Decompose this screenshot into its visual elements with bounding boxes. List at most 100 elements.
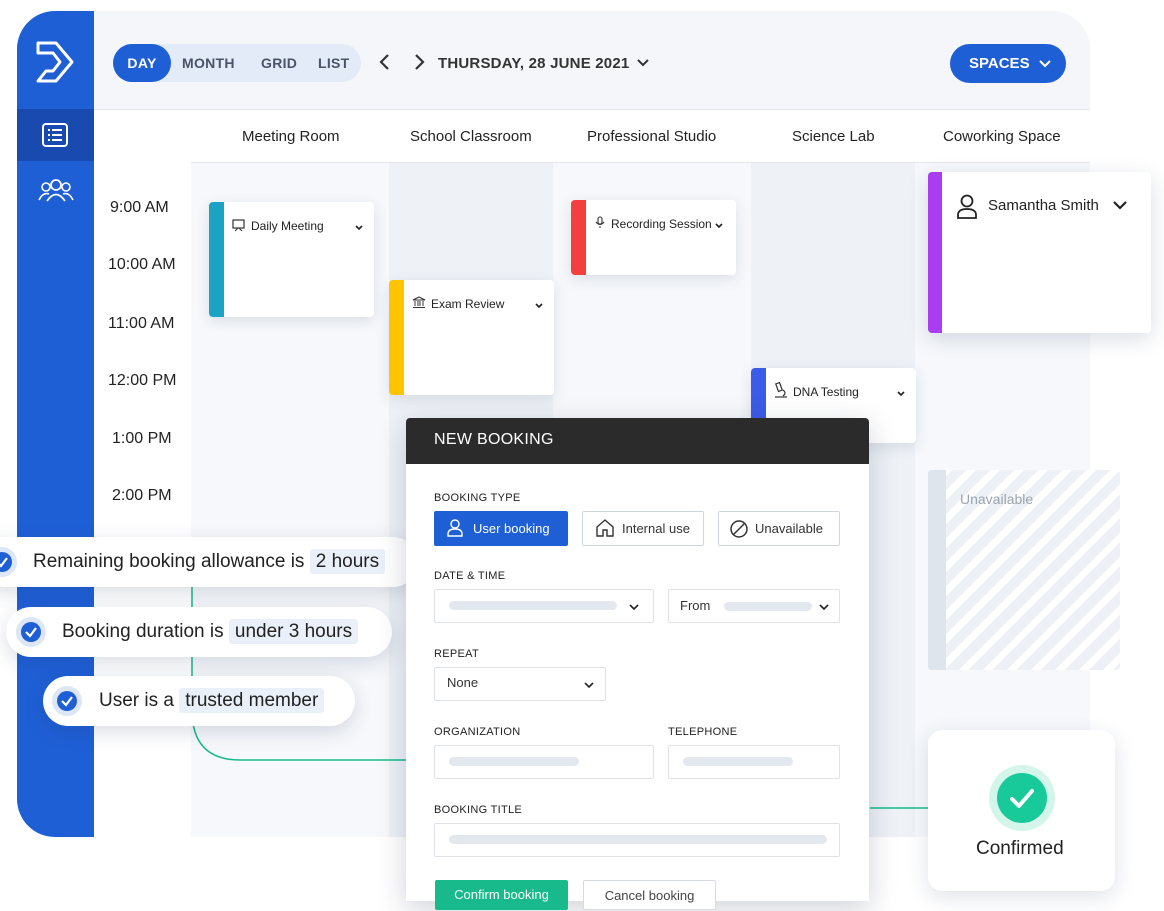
time-label: 12:00 PM: [108, 372, 177, 389]
placeholder-bar: [683, 757, 793, 766]
event-title: Samantha Smith: [988, 197, 1099, 214]
event-samantha-smith[interactable]: Samantha Smith: [928, 172, 1151, 333]
placeholder-bar: [724, 602, 812, 611]
telephone-input[interactable]: [668, 745, 840, 779]
placeholder-bar: [449, 835, 827, 844]
rule-highlight: under 3 hours: [228, 619, 359, 644]
organization-input[interactable]: [434, 745, 654, 779]
chevron-down-icon[interactable]: [534, 298, 544, 316]
repeat-value: None: [447, 675, 479, 690]
booking-type-user[interactable]: User booking: [434, 511, 568, 546]
chevron-down-icon[interactable]: [354, 220, 364, 238]
chevron-down-icon: [583, 678, 595, 696]
placeholder-bar: [449, 601, 617, 610]
from-label: From: [680, 598, 711, 613]
rule-text: Booking duration is: [62, 621, 224, 642]
cancel-booking-button[interactable]: Cancel booking: [583, 880, 716, 910]
event-title: Daily Meeting: [251, 219, 324, 233]
telephone-label: TELEPHONE: [668, 726, 738, 738]
next-day-icon[interactable]: [412, 52, 426, 78]
confirm-booking-button[interactable]: Confirm booking: [435, 880, 568, 910]
dialog-header: [406, 418, 869, 464]
column-header-meeting-room[interactable]: Meeting Room: [242, 128, 340, 145]
column-header-professional-studio[interactable]: Professional Studio: [587, 128, 717, 145]
booking-type-internal[interactable]: Internal use: [582, 511, 704, 546]
rule-allowance: Remaining booking allowance is 2 hours: [0, 537, 418, 587]
event-color-bar: [389, 280, 404, 395]
chevron-down-icon[interactable]: [636, 52, 650, 77]
user-icon: [446, 518, 464, 541]
booking-title-label: BOOKING TITLE: [434, 804, 523, 816]
date-time-label: DATE & TIME: [434, 570, 506, 582]
new-booking-dialog: [406, 418, 869, 901]
rule-highlight: trusted member: [179, 688, 325, 713]
repeat-select[interactable]: None: [434, 667, 606, 701]
rule-text: User is a: [99, 690, 174, 711]
event-daily-meeting[interactable]: Daily Meeting: [209, 202, 374, 317]
booking-type-label-text: Unavailable: [755, 521, 823, 536]
institution-icon: [412, 296, 426, 314]
time-from-select[interactable]: From: [668, 589, 840, 623]
column-header-science-lab[interactable]: Science Lab: [792, 128, 875, 145]
column-header-coworking-space[interactable]: Coworking Space: [943, 128, 1061, 145]
booking-type-label-text: User booking: [473, 521, 550, 536]
event-title: Exam Review: [431, 297, 505, 311]
brand-logo-icon[interactable]: [34, 39, 76, 90]
time-label: 1:00 PM: [112, 430, 172, 447]
organization-label: ORGANIZATION: [434, 726, 521, 738]
chevron-down-icon[interactable]: [714, 218, 724, 236]
presentation-icon: [232, 219, 245, 237]
check-circle-icon: [997, 773, 1047, 823]
event-title: DNA Testing: [793, 385, 859, 399]
time-label: 11:00 AM: [108, 315, 175, 332]
booking-title-input[interactable]: [434, 823, 840, 857]
booking-type-unavailable[interactable]: Unavailable: [718, 511, 840, 546]
event-recording-session[interactable]: Recording Session: [571, 200, 736, 275]
chevron-down-icon[interactable]: [896, 386, 906, 404]
prev-day-icon[interactable]: [378, 52, 392, 78]
microscope-icon: [773, 381, 789, 403]
booking-type-label-text: Internal use: [622, 521, 690, 536]
dialog-title: NEW BOOKING: [434, 431, 554, 448]
check-circle-icon: [16, 617, 46, 647]
microphone-icon: [594, 216, 606, 234]
current-date[interactable]: THURSDAY, 28 JUNE 2021: [438, 55, 630, 72]
users-icon[interactable]: [38, 176, 74, 209]
chevron-down-icon: [628, 600, 640, 618]
column-header-school-classroom[interactable]: School Classroom: [410, 128, 532, 145]
rule-duration: Booking duration is under 3 hours: [6, 607, 392, 657]
chevron-down-icon: [818, 600, 830, 618]
placeholder-bar: [449, 757, 579, 766]
unavailable-block[interactable]: Unavailable: [928, 470, 1120, 670]
tab-day[interactable]: DAY: [113, 44, 171, 82]
check-circle-icon: [0, 547, 17, 577]
time-label: 9:00 AM: [110, 199, 169, 216]
booking-type-label: BOOKING TYPE: [434, 492, 521, 504]
rule-text: Remaining booking allowance is: [33, 551, 305, 572]
tab-grid[interactable]: GRID: [261, 55, 298, 71]
event-color-bar: [571, 200, 586, 275]
event-title: Recording Session: [611, 217, 712, 231]
home-icon: [595, 518, 615, 541]
chevron-down-icon: [1038, 44, 1052, 98]
chevron-down-icon[interactable]: [1111, 198, 1129, 217]
unavailable-label: Unavailable: [960, 491, 1034, 507]
rule-trusted-member: User is a trusted member: [43, 676, 355, 726]
event-color-bar: [928, 172, 942, 333]
event-color-bar: [209, 202, 224, 317]
spaces-button[interactable]: SPACES: [950, 44, 1066, 83]
confirmed-label: Confirmed: [976, 838, 1064, 859]
date-select[interactable]: [434, 589, 654, 623]
time-label: 2:00 PM: [112, 487, 172, 504]
tab-list[interactable]: LIST: [318, 55, 350, 71]
block-icon: [729, 519, 749, 542]
check-circle-icon: [52, 686, 82, 716]
user-icon: [956, 194, 978, 225]
unavailable-bar: [928, 470, 946, 670]
event-exam-review[interactable]: Exam Review: [389, 280, 554, 395]
tab-month[interactable]: MONTH: [182, 55, 235, 71]
rule-highlight: 2 hours: [309, 549, 386, 574]
list-icon[interactable]: [41, 122, 69, 153]
time-label: 10:00 AM: [108, 256, 176, 273]
repeat-label: REPEAT: [434, 648, 479, 660]
